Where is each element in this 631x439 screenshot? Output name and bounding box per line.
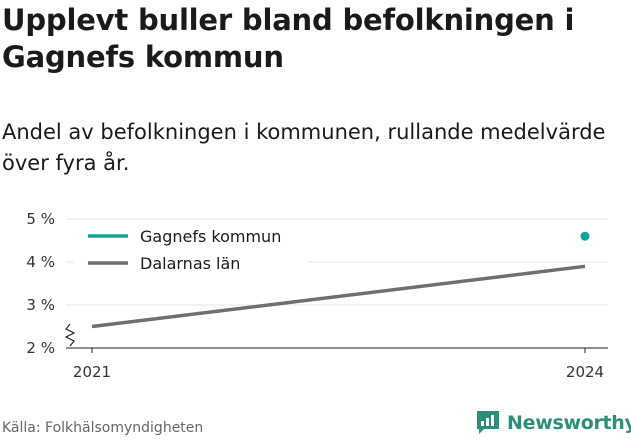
legend: Gagnefs kommun Dalarnas län [74, 221, 308, 277]
series-line-1 [91, 264, 586, 329]
chart-subtitle: Andel av befolkningen i kommunen, rullan… [2, 120, 606, 175]
y-tick-label: 4 % [26, 253, 55, 271]
newsworthy-brand[interactable]: Newsworthy [475, 408, 631, 438]
brand-name: Newsworthy [507, 412, 631, 434]
y-tick-label: 2 % [26, 339, 55, 357]
newsworthy-logo-icon [477, 411, 499, 434]
legend-label-1: Dalarnas län [140, 254, 240, 273]
series-layer [91, 231, 590, 329]
x-tick-label: 2021 [73, 363, 111, 381]
legend-background [74, 221, 308, 277]
data-point-0 [580, 231, 590, 241]
legend-label-0: Gagnefs kommun [140, 227, 281, 246]
y-axis-ticks: 2 % 3 % 4 % 5 % [26, 210, 76, 357]
y-tick-label: 5 % [26, 210, 55, 228]
x-axis-ticks: 2021 2024 [73, 348, 604, 381]
x-tick-label: 2024 [566, 363, 604, 381]
source-note: Källa: Folkhälsomyndigheten [2, 420, 204, 436]
chart-title: Upplevt buller bland befolkningen i Gagn… [2, 3, 575, 74]
line-chart: 2 % 3 % 4 % 5 % 2021 2024 Gagnefs kommun Dala… [26, 210, 608, 381]
y-axis-break [64, 323, 76, 347]
y-tick-label: 3 % [26, 296, 55, 314]
